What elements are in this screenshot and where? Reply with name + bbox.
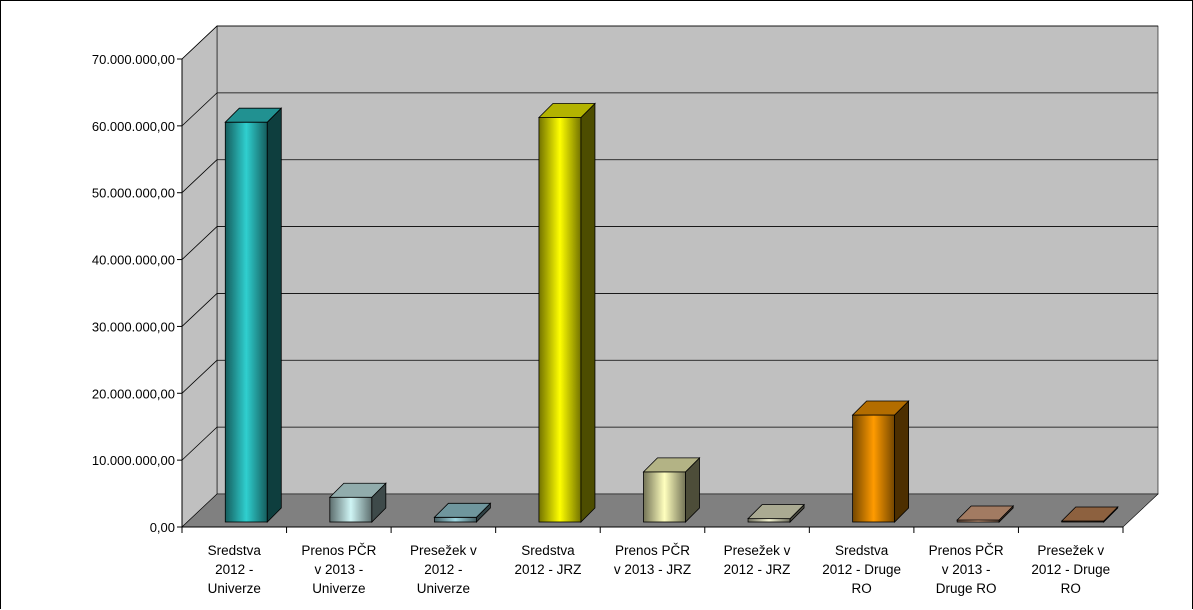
bar-front	[852, 414, 896, 523]
category-label: Presežek v	[410, 543, 477, 558]
category-label: v 2013 - JRZ	[614, 562, 691, 577]
y-tick-label: 30.000.000,00	[92, 319, 175, 334]
category-label: Prenos PČR	[615, 543, 690, 558]
category-label: 2012 - Druge	[822, 562, 901, 577]
bar-top	[956, 505, 1015, 521]
y-tick-label: 50.000.000,00	[92, 186, 175, 201]
bar-side	[580, 102, 596, 523]
category-label: v 2013 -	[942, 562, 991, 577]
category-label: v 2013 -	[314, 562, 363, 577]
bar	[328, 482, 387, 523]
y-tick-label: 20.000.000,00	[92, 386, 175, 401]
y-tick-label: 40.000.000,00	[92, 253, 175, 268]
bar-top	[224, 107, 283, 123]
bar-top	[851, 400, 910, 416]
bar-top	[642, 457, 701, 473]
bar-side	[894, 400, 910, 523]
category-label: Sredstva	[208, 543, 262, 558]
bar-front	[747, 518, 791, 523]
gridlines	[181, 25, 1158, 461]
bar-front	[538, 117, 582, 523]
bar-top	[747, 504, 806, 520]
category-label: Presežek v	[724, 543, 791, 558]
category-label: Prenos PČR	[301, 543, 376, 558]
category-label: Sredstva	[521, 543, 575, 558]
bar-side	[266, 107, 282, 523]
axes	[177, 58, 1124, 533]
back-wall	[216, 25, 1159, 495]
category-label: RO	[851, 581, 871, 596]
bar-top	[1060, 506, 1119, 522]
chart-walls	[181, 25, 1159, 528]
bar-front	[433, 516, 477, 523]
category-label: Prenos PČR	[929, 543, 1004, 558]
y-tick-label: 0,00	[150, 520, 175, 535]
gridline-side	[181, 92, 218, 127]
bar	[956, 505, 1015, 523]
bar-top	[537, 103, 596, 118]
category-label: 2012 -	[215, 562, 253, 577]
bar	[537, 102, 596, 523]
category-label: Univerze	[417, 581, 470, 596]
gridline-side	[181, 226, 218, 260]
bar	[747, 503, 806, 523]
category-label: Presežek v	[1037, 543, 1104, 558]
bar	[1060, 506, 1119, 523]
y-tick-label: 60.000.000,00	[92, 119, 175, 134]
bar	[433, 502, 492, 523]
gridline-side	[181, 359, 218, 394]
bar-front	[643, 471, 686, 523]
y-tick-label: 10.000.000,00	[92, 453, 175, 468]
category-label: 2012 - Druge	[1031, 562, 1110, 577]
bar-front	[224, 121, 268, 523]
side-wall	[181, 25, 218, 528]
bar	[642, 456, 701, 523]
category-label: Sredstva	[835, 543, 889, 558]
bars	[224, 102, 1119, 523]
category-label: Druge RO	[936, 581, 997, 596]
category-label: 2012 - JRZ	[724, 562, 791, 577]
gridline-side	[181, 426, 218, 461]
gridline-side	[181, 25, 218, 60]
bar-top	[328, 482, 387, 498]
gridline-side	[181, 159, 218, 194]
category-label: RO	[1061, 581, 1081, 596]
labels: 0,00 10.000.000,00 20.000.000,00 30.000.000…	[92, 52, 1110, 596]
category-label: 2012 -	[424, 562, 462, 577]
bar	[851, 400, 910, 523]
bar-top	[433, 502, 492, 518]
category-label: Univerze	[312, 581, 365, 596]
category-label: 2012 - JRZ	[515, 562, 582, 577]
y-tick-label: 70.000.000,00	[92, 52, 175, 67]
category-label: Univerze	[208, 581, 261, 596]
bar-front	[329, 496, 373, 523]
bar	[224, 107, 283, 523]
gridline-side	[181, 293, 218, 327]
